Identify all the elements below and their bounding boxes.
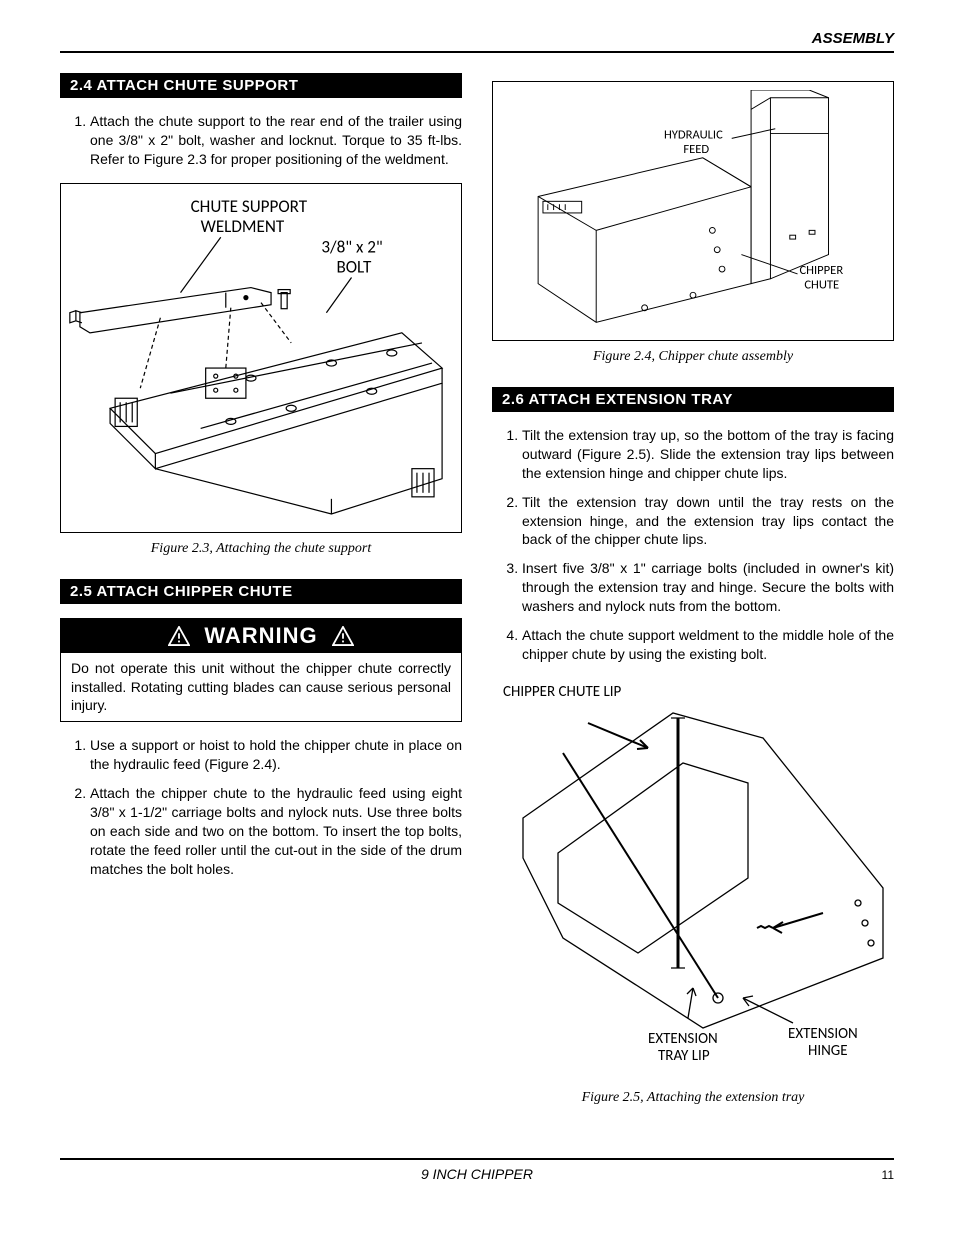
fig25-label5: HINGE — [808, 1042, 848, 1060]
warning-box: WARNING Do not operate this unit without… — [60, 618, 462, 723]
section-2-4-steps: Attach the chute support to the rear end… — [60, 112, 462, 169]
section-2-6-steps: Tilt the extension tray up, so the botto… — [492, 426, 894, 664]
warning-icon — [332, 626, 354, 646]
figure-2-4: HYDRAULIC FEED CHIPPER CHUTE — [492, 81, 894, 341]
fig23-label-chute-support: CHUTE SUPPORT — [191, 196, 308, 217]
step-text: Attach the chipper chute to the hydrauli… — [90, 784, 462, 878]
section-2-4-title: 2.4 ATTACH CHUTE SUPPORT — [60, 73, 462, 98]
left-column: 2.4 ATTACH CHUTE SUPPORT Attach the chut… — [60, 73, 462, 1128]
warning-title: WARNING — [204, 623, 317, 649]
warning-body: Do not operate this unit without the chi… — [61, 653, 461, 722]
step-text: Tilt the extension tray down until the t… — [522, 493, 894, 550]
content-columns: 2.4 ATTACH CHUTE SUPPORT Attach the chut… — [60, 73, 894, 1128]
fig23-label-bolt1: 3/8" x 2" — [321, 236, 382, 257]
section-2-6-title: 2.6 ATTACH EXTENSION TRAY — [492, 387, 894, 412]
step-text: Insert five 3/8" x 1" carriage bolts (in… — [522, 559, 894, 616]
page-number: 11 — [834, 1168, 894, 1182]
right-column: HYDRAULIC FEED CHIPPER CHUTE Figure 2.4,… — [492, 73, 894, 1128]
figure-2-3-caption: Figure 2.3, Attaching the chute support — [60, 541, 462, 557]
step-text: Attach the chute support weldment to the… — [522, 626, 894, 664]
fig24-label3: CHIPPER — [799, 263, 843, 278]
figure-2-5-caption: Figure 2.5, Attaching the extension tray — [492, 1090, 894, 1106]
fig25-label1: CHIPPER CHUTE LIP — [503, 683, 622, 701]
step-text: Tilt the extension tray up, so the botto… — [522, 426, 894, 483]
figure-2-3: CHUTE SUPPORT WELDMENT 3/8" x 2" BOLT — [60, 183, 462, 533]
warning-icon — [168, 626, 190, 646]
fig25-label2: EXTENSION — [648, 1030, 718, 1048]
fig23-label-weldment: WELDMENT — [201, 216, 285, 237]
figure-2-4-caption: Figure 2.4, Chipper chute assembly — [492, 349, 894, 365]
section-2-5-title: 2.5 ATTACH CHIPPER CHUTE — [60, 579, 462, 604]
step-text: Use a support or hoist to hold the chipp… — [90, 736, 462, 774]
step-text: Attach the chute support to the rear end… — [90, 112, 462, 169]
footer-title: 9 INCH CHIPPER — [120, 1166, 834, 1182]
fig23-label-bolt2: BOLT — [336, 256, 372, 277]
page-header: ASSEMBLY — [60, 30, 894, 53]
fig24-label4: CHUTE — [804, 277, 839, 292]
fig24-label2: FEED — [683, 142, 709, 157]
fig25-label4: EXTENSION — [788, 1025, 858, 1043]
warning-header: WARNING — [61, 619, 461, 653]
fig24-label1: HYDRAULIC — [664, 127, 723, 142]
section-2-5-steps: Use a support or hoist to hold the chipp… — [60, 736, 462, 878]
fig25-label3: TRAY LIP — [658, 1047, 710, 1065]
page-footer: 9 INCH CHIPPER 11 — [60, 1158, 894, 1182]
figure-2-5: CHIPPER CHUTE LIP — [492, 678, 894, 1078]
